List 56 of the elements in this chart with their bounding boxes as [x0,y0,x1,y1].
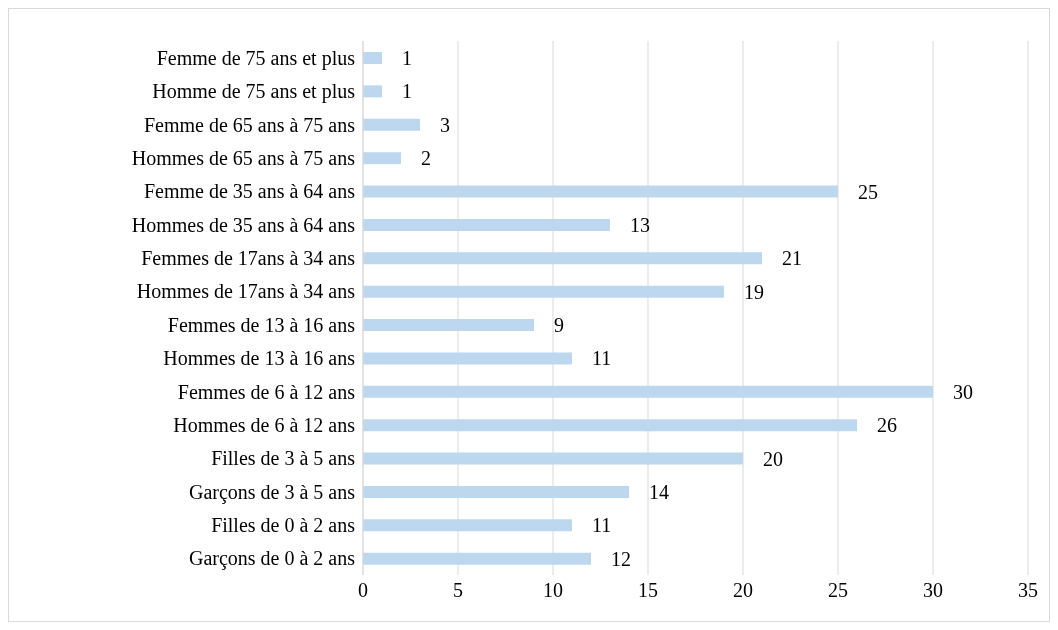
y-tick-label: Femme de 35 ans à 64 ans [143,180,356,203]
bar [363,285,724,298]
data-label: 9 [554,314,564,337]
bar [363,385,933,398]
bar [363,552,591,565]
bar [363,118,420,131]
y-tick-label: Hommes de 13 à 16 ans [163,347,356,370]
bar [363,519,572,532]
bar [363,452,743,465]
y-tick-label: Homme de 75 ans et plus [152,80,356,104]
data-label: 21 [782,247,802,270]
bar [363,218,610,231]
data-label: 26 [877,414,897,437]
bar [363,319,534,331]
x-tick-label: 35 [1018,579,1038,602]
data-label: 13 [630,213,650,236]
y-tick-label: Filles de 3 à 5 ans [211,447,356,470]
bar [363,352,572,365]
y-tick-label: Femme de 65 ans à 75 ans [143,113,356,136]
y-tick-label: Femmes de 17ans à 34 ans [141,247,356,270]
data-label: 19 [744,280,764,303]
y-tick-label: Femmes de 13 à 16 ans [167,313,356,336]
bar [363,185,838,198]
data-label: 11 [592,347,612,370]
x-tick-label: 30 [923,579,943,602]
x-tick-label: 25 [828,579,848,602]
data-label: 3 [440,113,450,136]
bar [363,419,857,432]
bar [363,252,762,265]
x-tick-label: 5 [453,579,463,602]
x-tick-label: 0 [358,579,368,602]
bar [363,85,382,98]
y-tick-label: Femmes de 6 à 12 ans [177,380,356,403]
y-tick-label: Hommes de 35 ans à 64 ans [131,213,356,236]
y-tick-label: Garçons de 3 à 5 ans [188,480,356,504]
bar [363,485,629,498]
y-tick-label: Garçons de 0 à 2 ans [188,547,356,571]
data-label: 14 [649,480,669,503]
y-tick-label: Hommes de 6 à 12 ans [173,413,356,436]
data-label: 11 [592,514,612,537]
data-label: 30 [953,380,973,403]
x-tick-label: 20 [733,579,753,602]
data-label: 1 [402,47,412,70]
y-tick-label: Filles de 0 à 2 ans [211,514,356,537]
bar [363,152,401,165]
y-tick-label: Hommes de 65 ans à 75 ans [131,146,356,169]
data-label: 12 [611,547,631,570]
data-label: 2 [421,147,431,170]
data-label: 1 [402,80,412,103]
x-tick-label: 15 [638,579,658,602]
bar [363,52,382,64]
y-tick-label: Femme de 75 ans et plus [156,46,356,70]
x-tick-label: 10 [543,579,563,602]
data-label: 25 [858,180,878,203]
y-tick-label: Hommes de 17ans à 34 ans [136,280,356,303]
data-label: 20 [763,447,783,470]
